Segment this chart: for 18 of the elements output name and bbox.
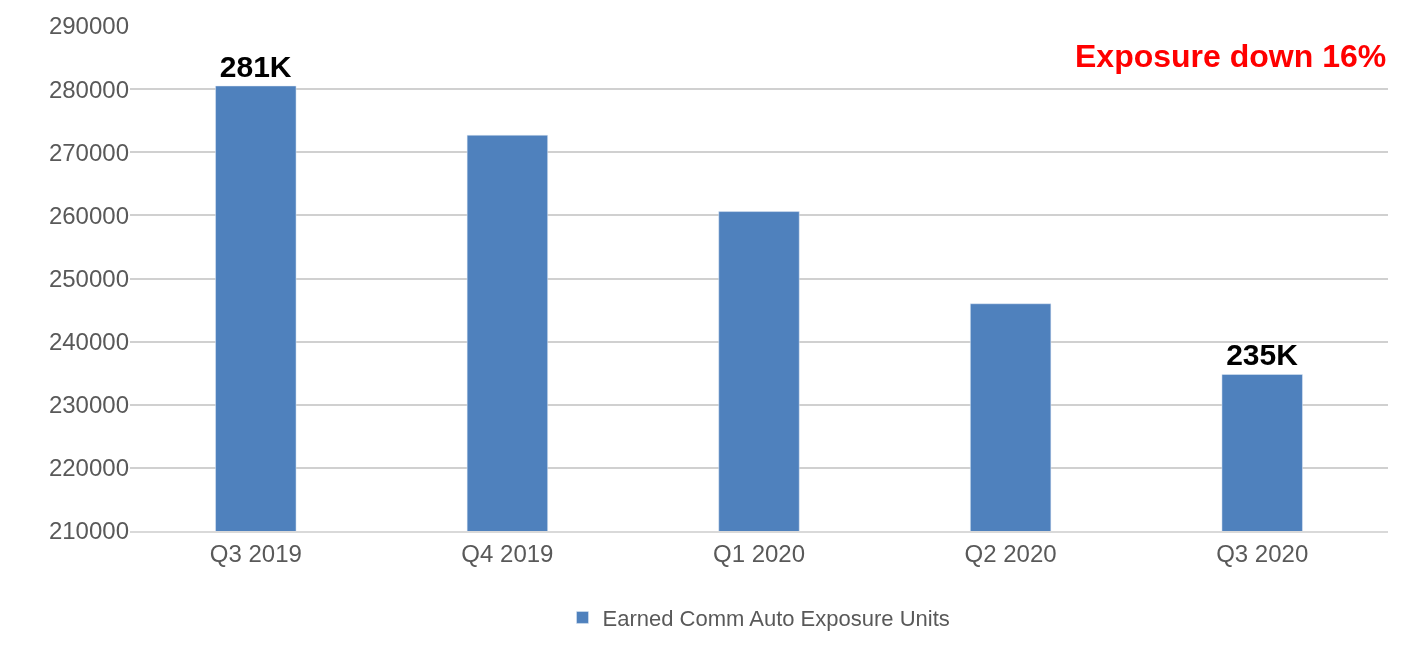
x-tick-label: Q1 2020 <box>712 539 806 567</box>
y-tick-label: 240000 <box>48 328 129 356</box>
data-label: 235K <box>1226 338 1299 372</box>
annotation: Exposure down 16% <box>1075 38 1387 74</box>
data-label: 281K <box>219 49 292 83</box>
y-tick-label: 250000 <box>48 264 129 292</box>
x-tick-label: Q4 2019 <box>461 539 554 567</box>
x-tick-label: Q3 2020 <box>1216 539 1309 567</box>
y-tick-label: 260000 <box>48 201 129 229</box>
y-tick-label: 290000 <box>48 12 129 40</box>
y-tick-label: 230000 <box>48 391 129 419</box>
legend-label: Earned Comm Auto Exposure Units <box>602 606 950 632</box>
y-tick-label: 270000 <box>48 138 129 166</box>
x-tick-label: Q2 2020 <box>964 539 1057 567</box>
x-tick-label: Q3 2019 <box>209 539 302 567</box>
y-tick-label: 220000 <box>48 454 129 482</box>
y-tick-label: 210000 <box>48 517 129 545</box>
y-tick-label: 280000 <box>48 75 129 103</box>
